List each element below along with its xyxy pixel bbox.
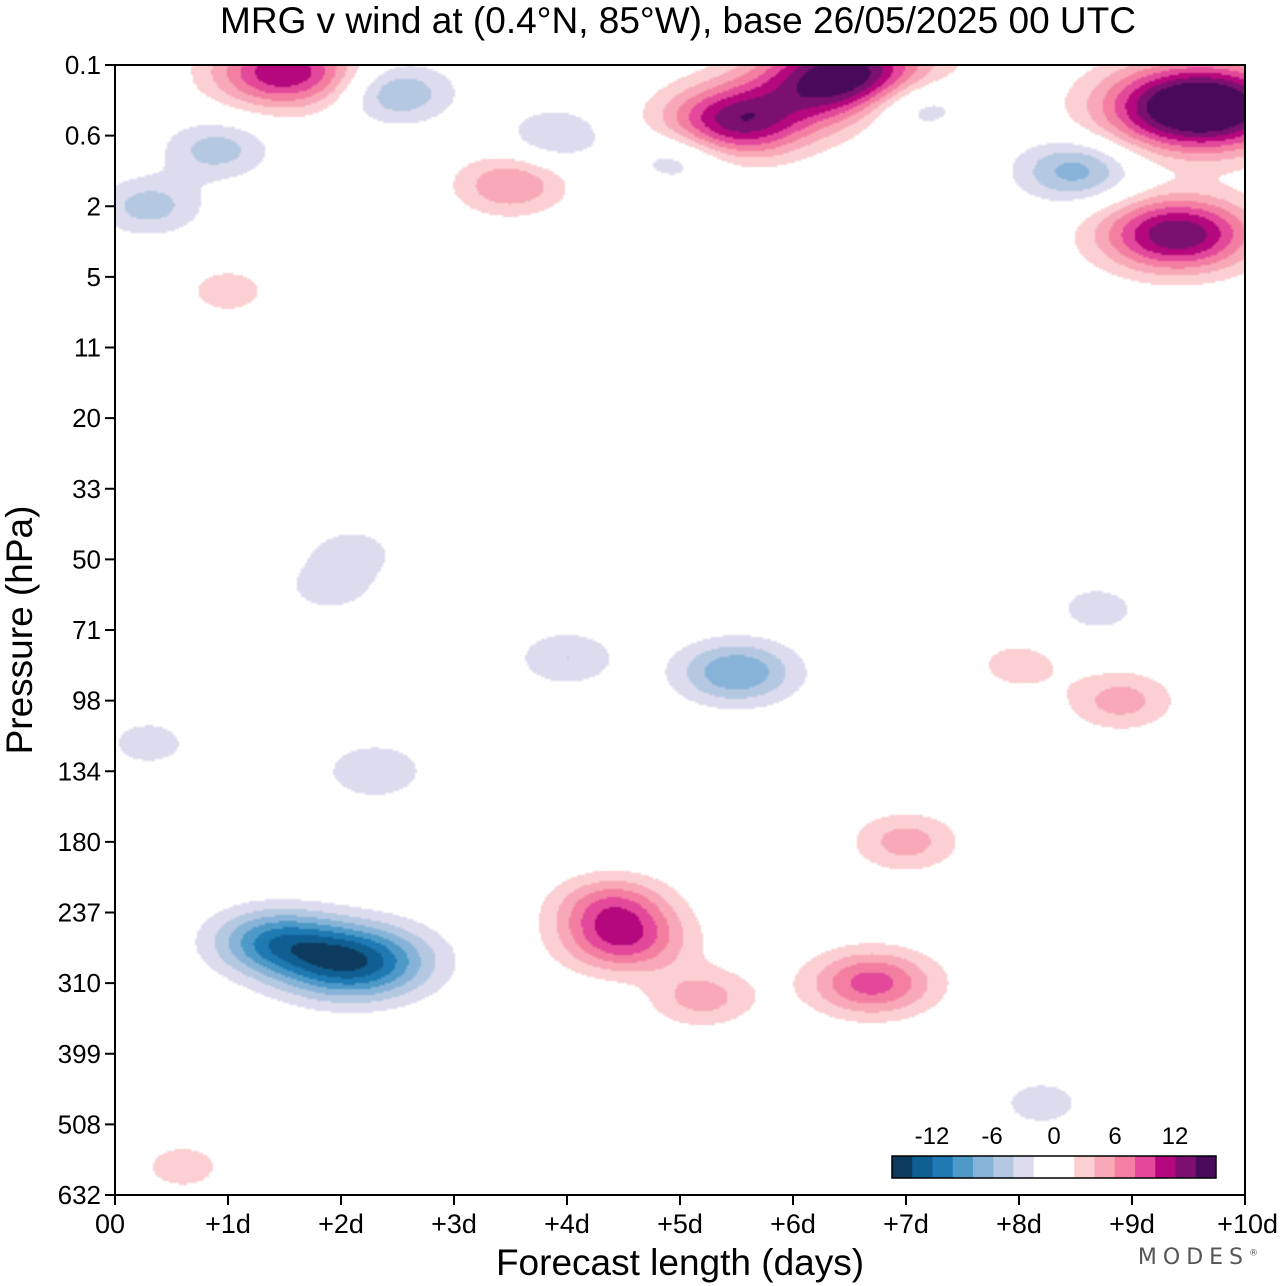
colorbar: -12 -6 0 6 12 [891, 1123, 1217, 1179]
y-tick-label: 237 [58, 898, 101, 928]
x-tick-label: +2d [318, 1209, 364, 1239]
colorbar-tick-label: 0 [1047, 1123, 1060, 1150]
field [115, 65, 1245, 1195]
colorbar-swatch [1094, 1156, 1116, 1178]
colorbar-swatch [892, 1156, 913, 1178]
x-tick-label: 00 [95, 1209, 125, 1239]
colorbar-swatch [1033, 1156, 1055, 1178]
x-tick-label: +3d [431, 1209, 477, 1239]
colorbar-tick-label: 12 [1162, 1123, 1189, 1150]
x-tick-label: +10d [1217, 1209, 1278, 1239]
colorbar-tick-label: -12 [915, 1123, 950, 1150]
colorbar-swatch [1175, 1156, 1197, 1178]
colorbar-swatch [1195, 1156, 1217, 1178]
x-axis-label: Forecast length (days) [496, 1242, 864, 1283]
colorbar-tick-label: -6 [981, 1123, 1002, 1150]
colorbar-swatch [1114, 1156, 1136, 1178]
modes-logo: MODES® [1138, 1245, 1258, 1270]
x-tick-label: +1d [205, 1209, 251, 1239]
colorbar-swatch [1054, 1156, 1075, 1178]
brand-text: MODES [1137, 1245, 1249, 1270]
y-tick-label: 5 [87, 262, 101, 292]
y-tick-label: 98 [72, 686, 101, 716]
chart-title: MRG v wind at (0.4°N, 85°W), base 26/05/… [220, 0, 1136, 41]
axes: 00 +1d +2d +3d +4d +5d +6d +7d +8d +9d +10d 0.1 0.6 2… [58, 50, 1278, 1239]
brand-mark: ® [1249, 1248, 1258, 1259]
y-tick-label: 2 [87, 191, 101, 221]
y-tick-label: 632 [58, 1180, 101, 1210]
y-tick-label: 50 [72, 544, 101, 574]
y-tick-label: 134 [58, 756, 101, 786]
colorbar-swatch [993, 1156, 1014, 1178]
colorbar-frame [891, 1155, 1217, 1179]
y-tick-label: 508 [58, 1109, 101, 1139]
y-tick-label: 180 [58, 827, 101, 857]
colorbar-swatch [1135, 1156, 1156, 1178]
y-tick-label: 0.1 [65, 50, 101, 80]
y-tick-label: 20 [72, 403, 101, 433]
contour-field [115, 65, 1245, 1195]
x-tick-label: +4d [544, 1209, 590, 1239]
y-tick-label: 71 [72, 615, 101, 645]
colorbar-swatch [1013, 1156, 1035, 1178]
y-tick-label: 399 [58, 1039, 101, 1069]
y-tick-label: 0.6 [65, 121, 101, 151]
colorbar-swatch [1155, 1156, 1176, 1178]
y-tick-label: 11 [74, 333, 101, 363]
y-axis-label: Pressure (hPa) [0, 506, 40, 755]
x-tick-label: +7d [883, 1209, 929, 1239]
x-tick-label: +6d [770, 1209, 816, 1239]
colorbar-swatch [912, 1156, 933, 1178]
colorbar-swatch [973, 1156, 994, 1178]
y-tick-label: 33 [72, 474, 101, 504]
colorbar-swatch [952, 1156, 974, 1178]
colorbar-swatch [1074, 1156, 1095, 1178]
y-tick-label: 310 [58, 968, 101, 998]
colorbar-tick-label: 6 [1108, 1123, 1121, 1150]
colorbar-swatch [932, 1156, 954, 1178]
x-tick-label: +9d [1109, 1209, 1155, 1239]
x-tick-label: +8d [996, 1209, 1042, 1239]
x-tick-label: +5d [657, 1209, 703, 1239]
